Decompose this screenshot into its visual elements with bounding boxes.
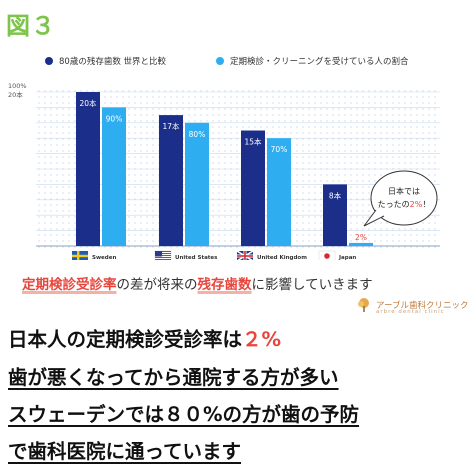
bar-sweden-1 (102, 107, 126, 247)
logo-name: アーブル歯科クリニック (376, 301, 469, 311)
bar-united-states-0 (159, 115, 183, 246)
category-label-united-states: United States (175, 255, 218, 260)
flag-japan-icon (318, 250, 336, 260)
bar-united-states-1 (185, 122, 209, 246)
bar-label-japan-1: 2% (355, 233, 367, 242)
bar-label-sweden-1: 90% (106, 114, 123, 123)
caption-highlight-checkup: 定期検診受診率 (22, 277, 117, 293)
caption-end: に影響していきます (251, 277, 373, 293)
legend-label-checkup: 定期検診・クリーニングを受けている人の割合 (230, 57, 409, 67)
body-line-1-value: ２% (242, 328, 282, 351)
body-line-4: で歯科医院に通っています (8, 440, 242, 463)
bar-sweden-0 (76, 92, 100, 246)
category-label-united-kingdom: United Kingdom (257, 255, 307, 260)
category-label-sweden: Sweden (92, 255, 116, 260)
bar-united-kingdom-1 (267, 138, 291, 246)
bar-label-united-states-0: 17本 (162, 121, 180, 131)
callout-line2: たったの2%！ (378, 200, 431, 209)
body-line-3: スウェーデンでは８０%の方が歯の予防 (8, 403, 360, 426)
body-line-1: 日本人の定期検診受診率は２% (8, 323, 281, 352)
callout-prefix: たったの (378, 200, 410, 209)
y-axis-label-percent: 100% (8, 82, 27, 90)
bar-label-united-kingdom-1: 70% (271, 145, 288, 154)
caption-highlight-teeth: 残存歯数 (197, 277, 252, 293)
legend-item-teeth: 80歳の残存歯数 世界と比較 (45, 55, 166, 67)
flag-sweden-icon (72, 251, 88, 260)
clinic-logo: アーブル歯科クリニック arbre dental clinic (356, 297, 469, 315)
body-line-1-prefix: 日本人の定期検診受診率は (8, 328, 243, 351)
callout-value: 2% (410, 200, 423, 209)
bar-japan-0 (323, 184, 347, 246)
figure-label: 図３ (6, 12, 56, 40)
legend-label-teeth: 80歳の残存歯数 世界と比較 (59, 57, 167, 67)
callout-tail (363, 209, 385, 227)
logo-sub: arbre dental clinic (376, 309, 445, 315)
bar-united-kingdom-0 (241, 130, 265, 246)
legend-dot-navy (45, 57, 53, 65)
bar-label-united-states-1: 80% (189, 130, 206, 139)
bar-label-japan-0: 8本 (329, 190, 342, 200)
legend-item-checkup: 定期検診・クリーニングを受けている人の割合 (216, 55, 409, 67)
callout-suffix: ！ (422, 200, 430, 209)
y-axis-label-teeth: 20本 (8, 90, 23, 99)
bar-japan-1 (349, 242, 373, 246)
callout-line1: 日本では (388, 186, 420, 196)
flag-united-states-icon (154, 250, 172, 260)
legend-dot-blue (216, 57, 224, 65)
bar-label-united-kingdom-0: 15本 (244, 137, 262, 147)
tree-logo-icon (358, 298, 369, 312)
chart-caption: 定期検診受診率の差が将来の残存歯数に影響していきます (22, 273, 373, 293)
flag-united-kingdom-icon (236, 250, 254, 260)
category-label-japan: Japan (338, 255, 356, 260)
bar-label-sweden-0: 20本 (79, 98, 97, 108)
caption-middle: の差が将来の (116, 277, 198, 293)
callout-bubble (370, 170, 438, 226)
body-line-2: 歯が悪くなってから通院する方が多い (8, 366, 339, 389)
